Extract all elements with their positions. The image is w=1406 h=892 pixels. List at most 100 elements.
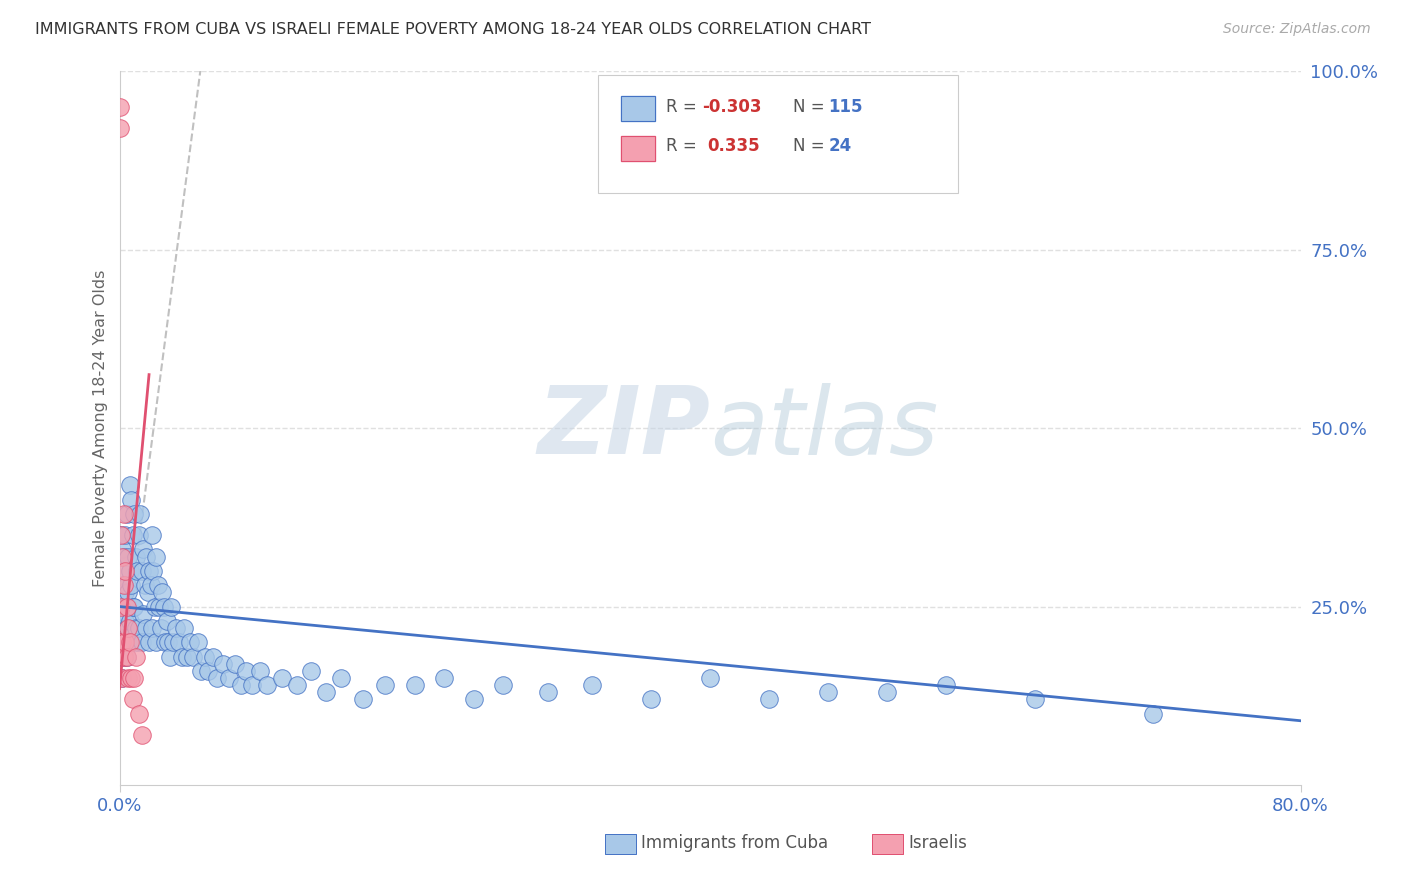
Point	[112, 621, 135, 635]
Point	[114, 585, 136, 599]
Text: Immigrants from Cuba: Immigrants from Cuba	[641, 834, 828, 852]
Point	[121, 528, 143, 542]
Point	[110, 649, 132, 664]
Bar	[621, 96, 655, 121]
Text: 24: 24	[828, 137, 852, 155]
Point	[139, 578, 162, 592]
Point	[463, 692, 485, 706]
Point	[125, 649, 148, 664]
Point	[111, 585, 134, 599]
Point	[249, 664, 271, 678]
Point	[117, 635, 139, 649]
Point	[162, 635, 184, 649]
Point	[135, 621, 157, 635]
Point	[876, 685, 898, 699]
Point	[110, 599, 132, 614]
Point	[110, 635, 132, 649]
Point	[115, 599, 138, 614]
Point	[315, 685, 337, 699]
Point	[129, 507, 152, 521]
Point	[211, 657, 233, 671]
Point	[112, 635, 135, 649]
Text: atlas: atlas	[710, 383, 938, 474]
Text: N =: N =	[793, 137, 830, 155]
Point	[352, 692, 374, 706]
Point	[114, 564, 136, 578]
Point	[156, 614, 179, 628]
Point	[256, 678, 278, 692]
Point	[110, 528, 132, 542]
Point	[114, 614, 136, 628]
Point	[111, 671, 134, 685]
Point	[115, 621, 138, 635]
Point	[1024, 692, 1046, 706]
Point	[127, 635, 149, 649]
Point	[155, 635, 177, 649]
Point	[112, 649, 135, 664]
Text: 0.335: 0.335	[707, 137, 761, 155]
Point	[157, 635, 180, 649]
Point	[150, 585, 173, 599]
Point	[145, 549, 167, 564]
Point	[374, 678, 396, 692]
Point	[176, 649, 198, 664]
Point	[124, 599, 146, 614]
Point	[141, 528, 163, 542]
Point	[118, 635, 141, 649]
Point	[699, 671, 721, 685]
Point	[143, 599, 166, 614]
Point	[114, 528, 136, 542]
Point	[111, 549, 134, 564]
Point	[117, 549, 139, 564]
Point	[229, 678, 252, 692]
Point	[148, 599, 170, 614]
Point	[110, 578, 132, 592]
Point	[112, 649, 135, 664]
Point	[141, 621, 163, 635]
Text: R =: R =	[666, 137, 707, 155]
Point	[165, 621, 187, 635]
Point	[111, 635, 134, 649]
Point	[190, 664, 212, 678]
Point	[110, 528, 132, 542]
Point	[131, 728, 153, 742]
Text: R =: R =	[666, 98, 703, 116]
Point	[115, 507, 138, 521]
Point	[242, 678, 264, 692]
Point	[121, 599, 143, 614]
Point	[111, 599, 134, 614]
Point	[581, 678, 603, 692]
Point	[167, 635, 190, 649]
Point	[153, 599, 174, 614]
Point	[183, 649, 205, 664]
Point	[121, 692, 143, 706]
Point	[194, 649, 217, 664]
Point	[114, 642, 136, 657]
Point	[224, 657, 246, 671]
Text: N =: N =	[793, 98, 830, 116]
Point	[1142, 706, 1164, 721]
Point	[492, 678, 515, 692]
Point	[117, 585, 139, 599]
Point	[112, 607, 135, 621]
Point	[404, 678, 426, 692]
Text: 115: 115	[828, 98, 863, 116]
Point	[136, 585, 159, 599]
Point	[179, 635, 201, 649]
Point	[536, 685, 558, 699]
Point	[170, 649, 193, 664]
Point	[173, 621, 195, 635]
Point	[110, 621, 132, 635]
Point	[758, 692, 780, 706]
Point	[149, 621, 172, 635]
Point	[270, 671, 294, 685]
Point	[640, 692, 662, 706]
Bar	[621, 136, 655, 161]
Point	[817, 685, 839, 699]
Point	[131, 635, 153, 649]
Point	[117, 599, 139, 614]
Point	[120, 671, 142, 685]
Point	[197, 664, 219, 678]
Point	[138, 635, 160, 649]
Point	[285, 678, 308, 692]
